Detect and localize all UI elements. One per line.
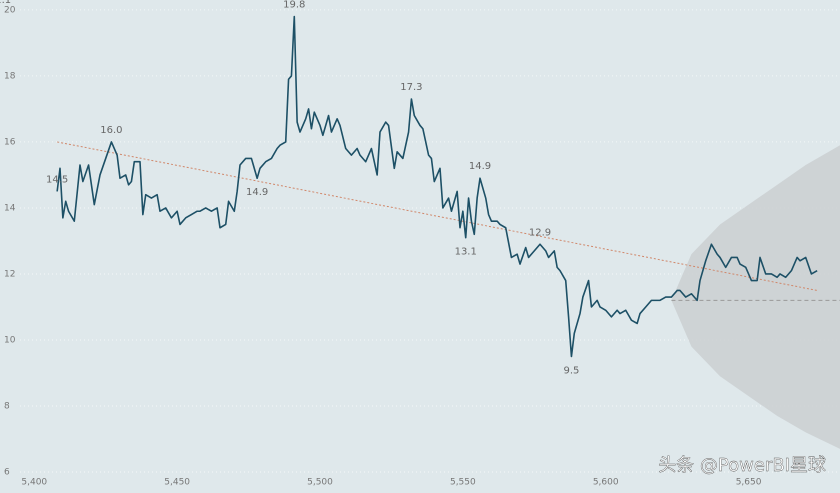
y-tick-label: 10	[4, 335, 16, 345]
y-tick-label: 16	[4, 137, 16, 147]
data-label: 12.9	[529, 227, 551, 238]
y-tick-label: 6	[4, 468, 10, 478]
data-label: 14.9	[246, 187, 268, 198]
data-label: 19.8	[283, 0, 305, 11]
data-label: 14.5	[46, 174, 68, 185]
line	[56, 15, 818, 358]
x-tick-label: 5,600	[593, 478, 619, 488]
forecast-cone	[671, 145, 840, 449]
y-tick-label: 12	[4, 269, 15, 279]
data-label: 14.9	[469, 161, 491, 172]
data-label: 12.1	[0, 0, 11, 6]
y-tick-label: 18	[4, 71, 16, 81]
x-tick-label: 5,400	[21, 478, 47, 488]
y-tick-label: 20	[4, 5, 16, 15]
x-tick-label: 5,500	[307, 478, 333, 488]
watermark: 头条 @PowerBI星球	[658, 455, 826, 476]
data-label: 9.5	[563, 365, 579, 376]
x-tick-label: 5,650	[736, 478, 762, 488]
trend-line	[57, 141, 818, 291]
data-label: 17.3	[400, 82, 422, 93]
data-label: 13.1	[455, 247, 477, 258]
x-tick-label: 5,550	[450, 478, 476, 488]
x-tick-label: 5,450	[164, 478, 190, 488]
data-label: 16.0	[100, 125, 122, 136]
y-tick-label: 8	[4, 401, 10, 411]
y-tick-label: 14	[4, 203, 16, 213]
